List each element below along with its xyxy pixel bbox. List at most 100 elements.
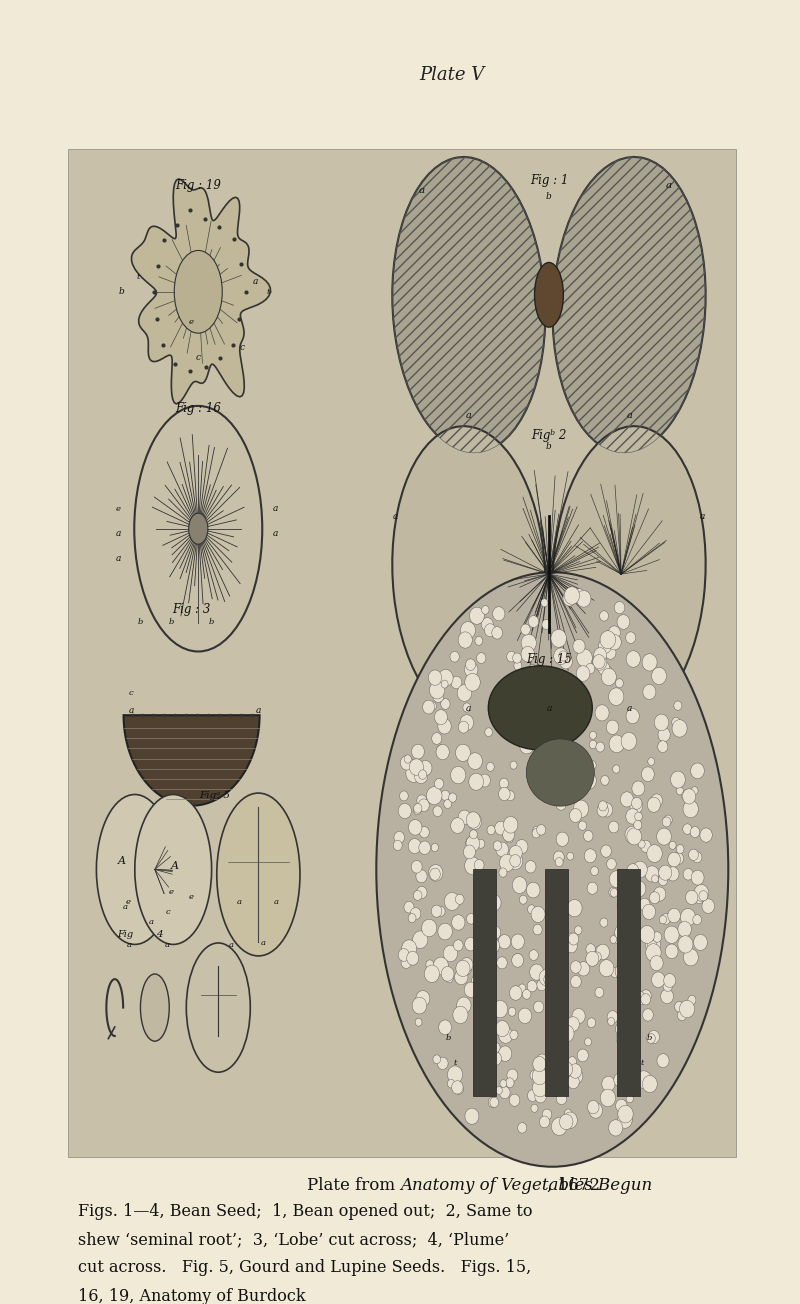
Text: 16, 19, Anatomy of Burdock: 16, 19, Anatomy of Burdock [78, 1288, 306, 1304]
Ellipse shape [621, 1024, 633, 1038]
Ellipse shape [538, 1055, 550, 1068]
Ellipse shape [567, 1074, 579, 1089]
Ellipse shape [450, 818, 464, 833]
Ellipse shape [676, 845, 684, 854]
Ellipse shape [659, 915, 666, 923]
Ellipse shape [693, 914, 702, 925]
Ellipse shape [406, 764, 422, 782]
Ellipse shape [490, 926, 501, 939]
Ellipse shape [416, 870, 427, 883]
Ellipse shape [608, 1017, 614, 1025]
Text: b: b [446, 1034, 451, 1042]
Ellipse shape [651, 971, 665, 987]
Ellipse shape [499, 854, 514, 871]
Ellipse shape [455, 745, 470, 762]
Text: , 1672: , 1672 [547, 1176, 600, 1193]
Ellipse shape [610, 871, 624, 888]
Ellipse shape [606, 720, 618, 734]
Ellipse shape [578, 961, 590, 975]
Text: b: b [546, 192, 552, 201]
Ellipse shape [521, 719, 530, 729]
Ellipse shape [487, 825, 495, 835]
Ellipse shape [551, 630, 566, 647]
Ellipse shape [478, 1061, 486, 1069]
Ellipse shape [534, 786, 541, 794]
Ellipse shape [576, 665, 590, 681]
Ellipse shape [529, 949, 538, 961]
Ellipse shape [415, 1018, 422, 1026]
Ellipse shape [584, 849, 596, 863]
Ellipse shape [495, 1021, 510, 1037]
Ellipse shape [466, 914, 476, 925]
Ellipse shape [516, 840, 528, 854]
Ellipse shape [682, 824, 692, 835]
Ellipse shape [553, 156, 706, 452]
Ellipse shape [605, 1094, 614, 1106]
Ellipse shape [650, 956, 663, 970]
FancyBboxPatch shape [68, 149, 736, 1157]
Ellipse shape [526, 883, 540, 898]
Text: a: a [466, 411, 472, 420]
Ellipse shape [554, 790, 562, 799]
Ellipse shape [482, 605, 489, 614]
Ellipse shape [566, 932, 575, 943]
Ellipse shape [502, 720, 510, 728]
Ellipse shape [522, 990, 531, 999]
Ellipse shape [627, 940, 640, 955]
Ellipse shape [618, 1111, 632, 1128]
Ellipse shape [627, 828, 642, 845]
Ellipse shape [599, 960, 614, 977]
Ellipse shape [636, 1071, 651, 1089]
Ellipse shape [589, 1103, 602, 1119]
Ellipse shape [625, 827, 640, 844]
Ellipse shape [464, 982, 478, 998]
Ellipse shape [533, 925, 542, 935]
Ellipse shape [481, 991, 495, 1008]
Ellipse shape [683, 949, 698, 966]
Ellipse shape [470, 608, 484, 625]
Ellipse shape [518, 1123, 526, 1133]
Ellipse shape [556, 798, 566, 810]
Ellipse shape [555, 979, 563, 988]
Ellipse shape [474, 998, 482, 1008]
Ellipse shape [409, 820, 422, 835]
Ellipse shape [447, 1065, 462, 1084]
Ellipse shape [513, 653, 522, 664]
Ellipse shape [499, 868, 507, 878]
FancyBboxPatch shape [617, 870, 639, 1095]
Ellipse shape [455, 1085, 463, 1094]
Ellipse shape [673, 853, 684, 865]
Ellipse shape [691, 786, 698, 794]
Ellipse shape [626, 1094, 634, 1103]
Text: b: b [646, 1034, 652, 1042]
Text: b: b [169, 618, 174, 626]
Ellipse shape [639, 898, 650, 911]
Ellipse shape [596, 742, 605, 752]
Text: A: A [171, 862, 179, 871]
Ellipse shape [633, 861, 647, 878]
Ellipse shape [527, 905, 535, 914]
Ellipse shape [431, 844, 438, 852]
Ellipse shape [476, 1030, 487, 1042]
Ellipse shape [521, 625, 530, 635]
Ellipse shape [702, 898, 714, 913]
Ellipse shape [535, 1090, 546, 1103]
Ellipse shape [600, 631, 616, 649]
Ellipse shape [418, 799, 430, 811]
Ellipse shape [661, 988, 674, 1004]
Ellipse shape [587, 1101, 599, 1114]
Ellipse shape [502, 828, 514, 841]
Ellipse shape [437, 745, 446, 756]
Ellipse shape [96, 794, 174, 944]
Ellipse shape [510, 1094, 520, 1106]
Text: e: e [169, 888, 174, 896]
Ellipse shape [689, 849, 698, 861]
Ellipse shape [674, 1001, 684, 1012]
Ellipse shape [486, 938, 499, 953]
Ellipse shape [514, 661, 522, 670]
Ellipse shape [508, 1008, 516, 1016]
Ellipse shape [533, 1056, 546, 1072]
Ellipse shape [664, 974, 676, 987]
Text: a: a [129, 705, 134, 715]
Ellipse shape [593, 952, 602, 962]
